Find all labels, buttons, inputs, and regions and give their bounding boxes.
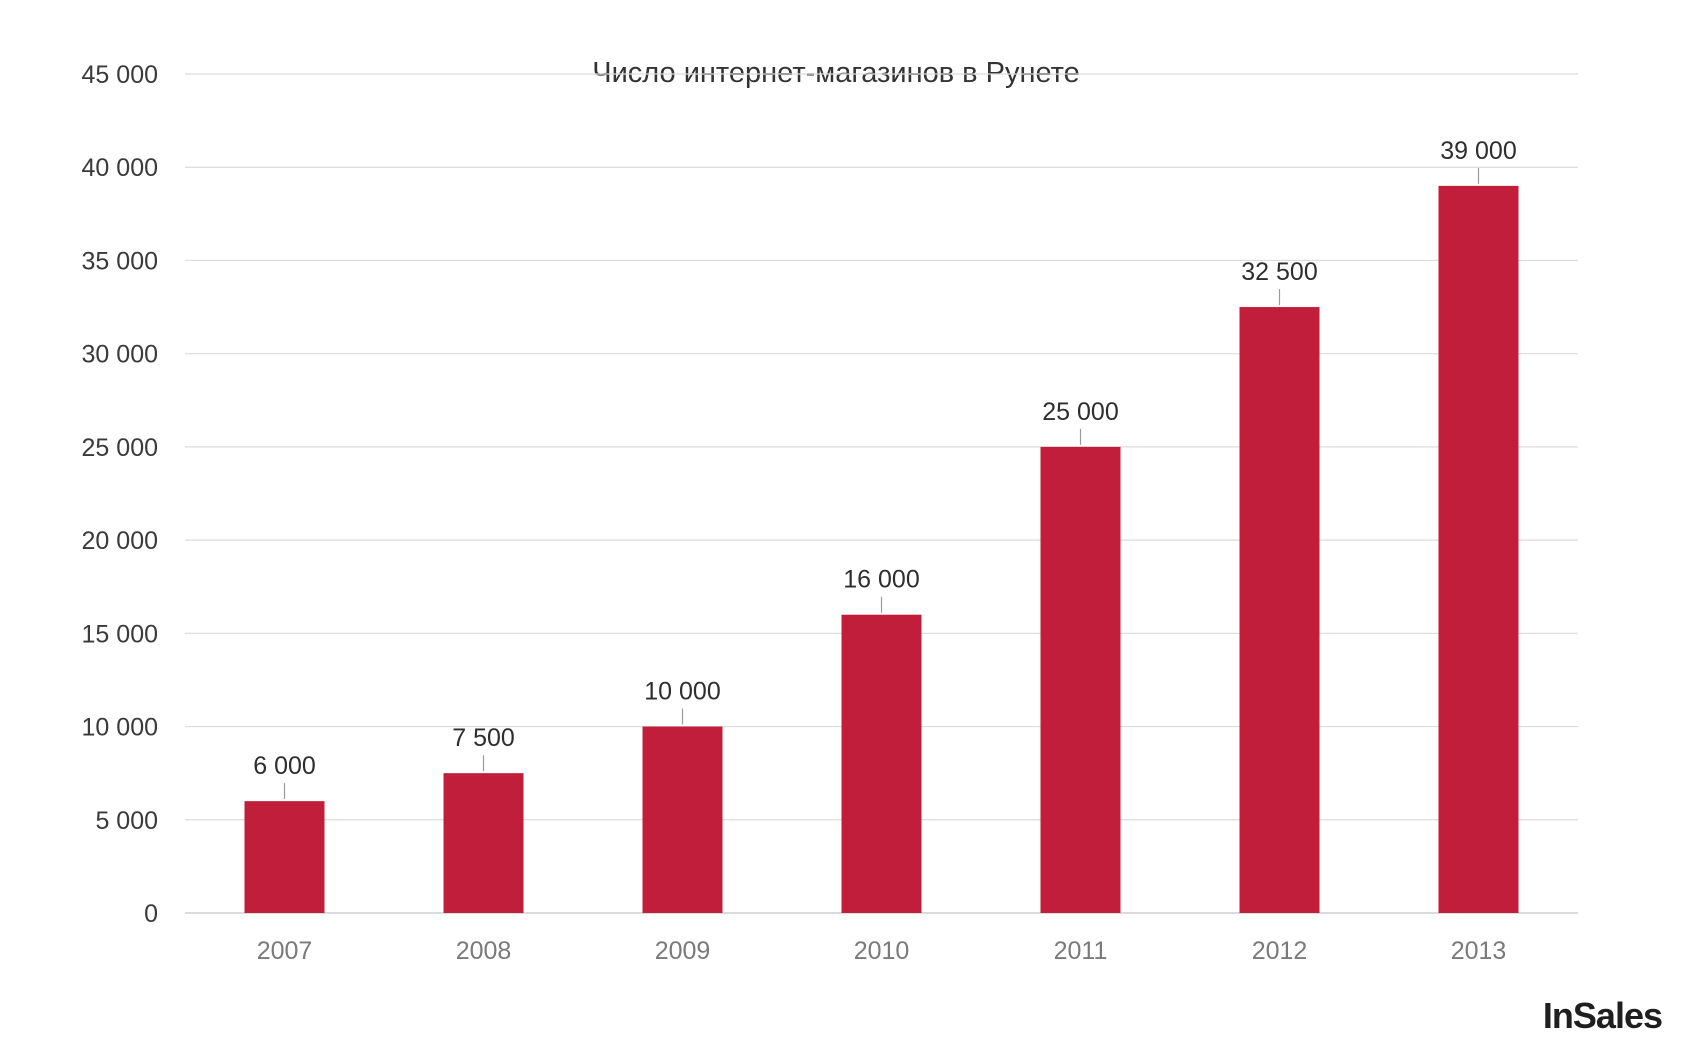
insales-logo: InSales [1543, 995, 1662, 1036]
x-tick-label: 2011 [1054, 937, 1108, 965]
y-tick-label: 0 [144, 900, 158, 928]
y-tick-label: 35 000 [82, 247, 158, 275]
y-tick-label: 10 000 [82, 714, 158, 742]
bar-value-label: 16 000 [843, 566, 919, 594]
y-tick-label: 40 000 [82, 154, 158, 182]
y-tick-label: 15 000 [82, 620, 158, 648]
bar [443, 773, 524, 913]
bar [1239, 307, 1320, 913]
x-tick-label: 2007 [257, 937, 313, 965]
x-tick-label: 2012 [1252, 937, 1308, 965]
y-axis-tick-labels: 0 5 000 10 000 15 000 20 000 25 000 30 000 35 0… [82, 61, 158, 928]
bar-value-label: 7 500 [452, 724, 515, 752]
y-tick-label: 45 000 [82, 61, 158, 89]
grid-lines [185, 73, 1578, 914]
bar [1040, 446, 1121, 913]
y-tick-label: 25 000 [82, 434, 158, 462]
y-tick-label: 5 000 [95, 807, 158, 835]
bar-value-label: 39 000 [1440, 137, 1516, 165]
y-tick-label: 30 000 [82, 341, 158, 369]
bar-value-label: 6 000 [253, 752, 316, 780]
bar [1438, 185, 1519, 913]
x-tick-label: 2010 [854, 937, 910, 965]
y-tick-label: 20 000 [82, 527, 158, 555]
bars [244, 185, 1519, 913]
x-tick-label: 2013 [1451, 937, 1507, 965]
bar [244, 801, 325, 913]
bar-value-label: 32 500 [1241, 258, 1317, 286]
bar-value-label: 10 000 [644, 678, 720, 706]
x-tick-label: 2008 [456, 937, 512, 965]
bar [841, 614, 922, 913]
value-labels: 6 000 7 500 10 000 16 000 25 000 32 500 39 000 [253, 137, 1517, 800]
bar-value-label: 25 000 [1042, 398, 1118, 426]
x-tick-label: 2009 [655, 937, 711, 965]
bar [642, 726, 723, 913]
x-axis-tick-labels: 2007 2008 2009 2010 2011 2012 2013 [257, 937, 1507, 965]
chart-title: Число интернет-магазинов в Рунете [592, 57, 1080, 89]
